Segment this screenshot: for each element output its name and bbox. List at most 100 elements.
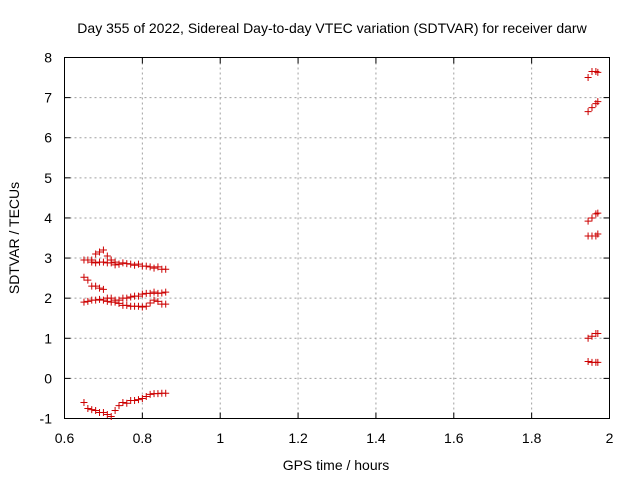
data-point <box>138 303 146 311</box>
data-point <box>103 252 111 260</box>
series-track-2 <box>80 273 170 304</box>
data-point <box>142 262 150 270</box>
y-axis: -1 0 1 2 3 4 5 6 7 8 <box>40 50 610 427</box>
data-point <box>92 282 100 290</box>
data-point <box>594 98 602 106</box>
x-tick-label: 2 <box>606 430 614 446</box>
x-axis: 0.6 0.8 1 1.2 1.4 1.6 1.8 2 <box>55 57 614 446</box>
data-point <box>107 256 115 264</box>
data-point <box>588 214 596 222</box>
series-track-7 <box>584 98 602 116</box>
data-point <box>92 296 100 304</box>
data-point <box>123 399 131 407</box>
data-point <box>99 408 107 416</box>
data-point <box>111 406 119 414</box>
y-tick-label: 7 <box>44 90 52 106</box>
data-point <box>99 246 107 254</box>
data-point <box>588 332 596 340</box>
data-point <box>115 260 123 268</box>
data-point <box>134 260 142 268</box>
data-point <box>84 276 92 284</box>
data-point <box>92 250 100 258</box>
data-point <box>84 297 92 305</box>
data-point <box>146 299 154 307</box>
data-point <box>592 68 600 76</box>
data-point <box>594 209 602 217</box>
data-point <box>127 293 135 301</box>
data-point <box>99 258 107 266</box>
y-axis-label: SDTVAR / TECUs <box>6 182 22 294</box>
data-point <box>123 301 131 309</box>
data-point <box>111 258 119 266</box>
x-tick-label: 0.6 <box>55 430 75 446</box>
data-point <box>134 396 142 404</box>
data-point <box>92 259 100 267</box>
data-point <box>92 406 100 414</box>
data-point <box>588 104 596 112</box>
data-point <box>80 398 88 406</box>
series-track-8 <box>584 209 602 225</box>
data-point <box>107 412 115 420</box>
data-point <box>119 398 127 406</box>
data-point <box>96 284 104 292</box>
data-point <box>150 296 158 304</box>
data-point <box>115 299 123 307</box>
x-tick-label: 1 <box>216 430 224 446</box>
data-point <box>592 210 600 218</box>
data-point <box>80 298 88 306</box>
data-point <box>103 410 111 418</box>
data-point <box>96 248 104 256</box>
series-track-6 <box>584 68 602 82</box>
data-point <box>594 329 602 337</box>
data-point <box>99 296 107 304</box>
data-points <box>80 68 602 420</box>
data-point <box>127 260 135 268</box>
series-track-5 <box>80 389 170 420</box>
x-tick-label: 1.4 <box>366 430 386 446</box>
data-point <box>584 74 592 82</box>
data-point <box>158 289 166 297</box>
data-point <box>134 292 142 300</box>
data-point <box>80 273 88 281</box>
data-point <box>146 263 154 271</box>
data-point <box>142 392 150 400</box>
x-tick-label: 1.6 <box>444 430 464 446</box>
x-tick-label: 1.8 <box>522 430 542 446</box>
data-point <box>131 261 139 269</box>
data-point <box>146 390 154 398</box>
data-point <box>84 404 92 412</box>
x-tick-label: 0.8 <box>133 430 153 446</box>
data-point <box>594 68 602 76</box>
y-tick-label: 4 <box>44 210 52 226</box>
y-tick-label: 3 <box>44 250 52 266</box>
data-point <box>138 394 146 402</box>
series-track-1 <box>80 256 170 273</box>
data-point <box>154 263 162 271</box>
y-tick-label: 1 <box>44 330 52 346</box>
data-point <box>88 406 96 414</box>
data-point <box>594 358 602 366</box>
plot-frame <box>64 57 610 419</box>
y-tick-label: 2 <box>44 290 52 306</box>
data-point <box>162 389 170 397</box>
x-tick-label: 1.2 <box>288 430 308 446</box>
data-point <box>150 264 158 272</box>
chart-title: Day 355 of 2022, Sidereal Day-to-day VTE… <box>77 20 587 36</box>
data-point <box>115 402 123 410</box>
data-point <box>162 265 170 273</box>
series-track-9 <box>584 230 602 240</box>
data-point <box>103 297 111 305</box>
data-point <box>594 230 602 238</box>
data-point <box>162 300 170 308</box>
grid <box>64 57 610 419</box>
data-point <box>584 334 592 342</box>
data-point <box>584 108 592 116</box>
data-point <box>131 396 139 404</box>
y-tick-label: 5 <box>44 170 52 186</box>
series-track-4 <box>88 246 123 268</box>
data-point <box>88 256 96 264</box>
data-point <box>119 259 127 267</box>
data-point <box>111 298 119 306</box>
data-point <box>146 289 154 297</box>
